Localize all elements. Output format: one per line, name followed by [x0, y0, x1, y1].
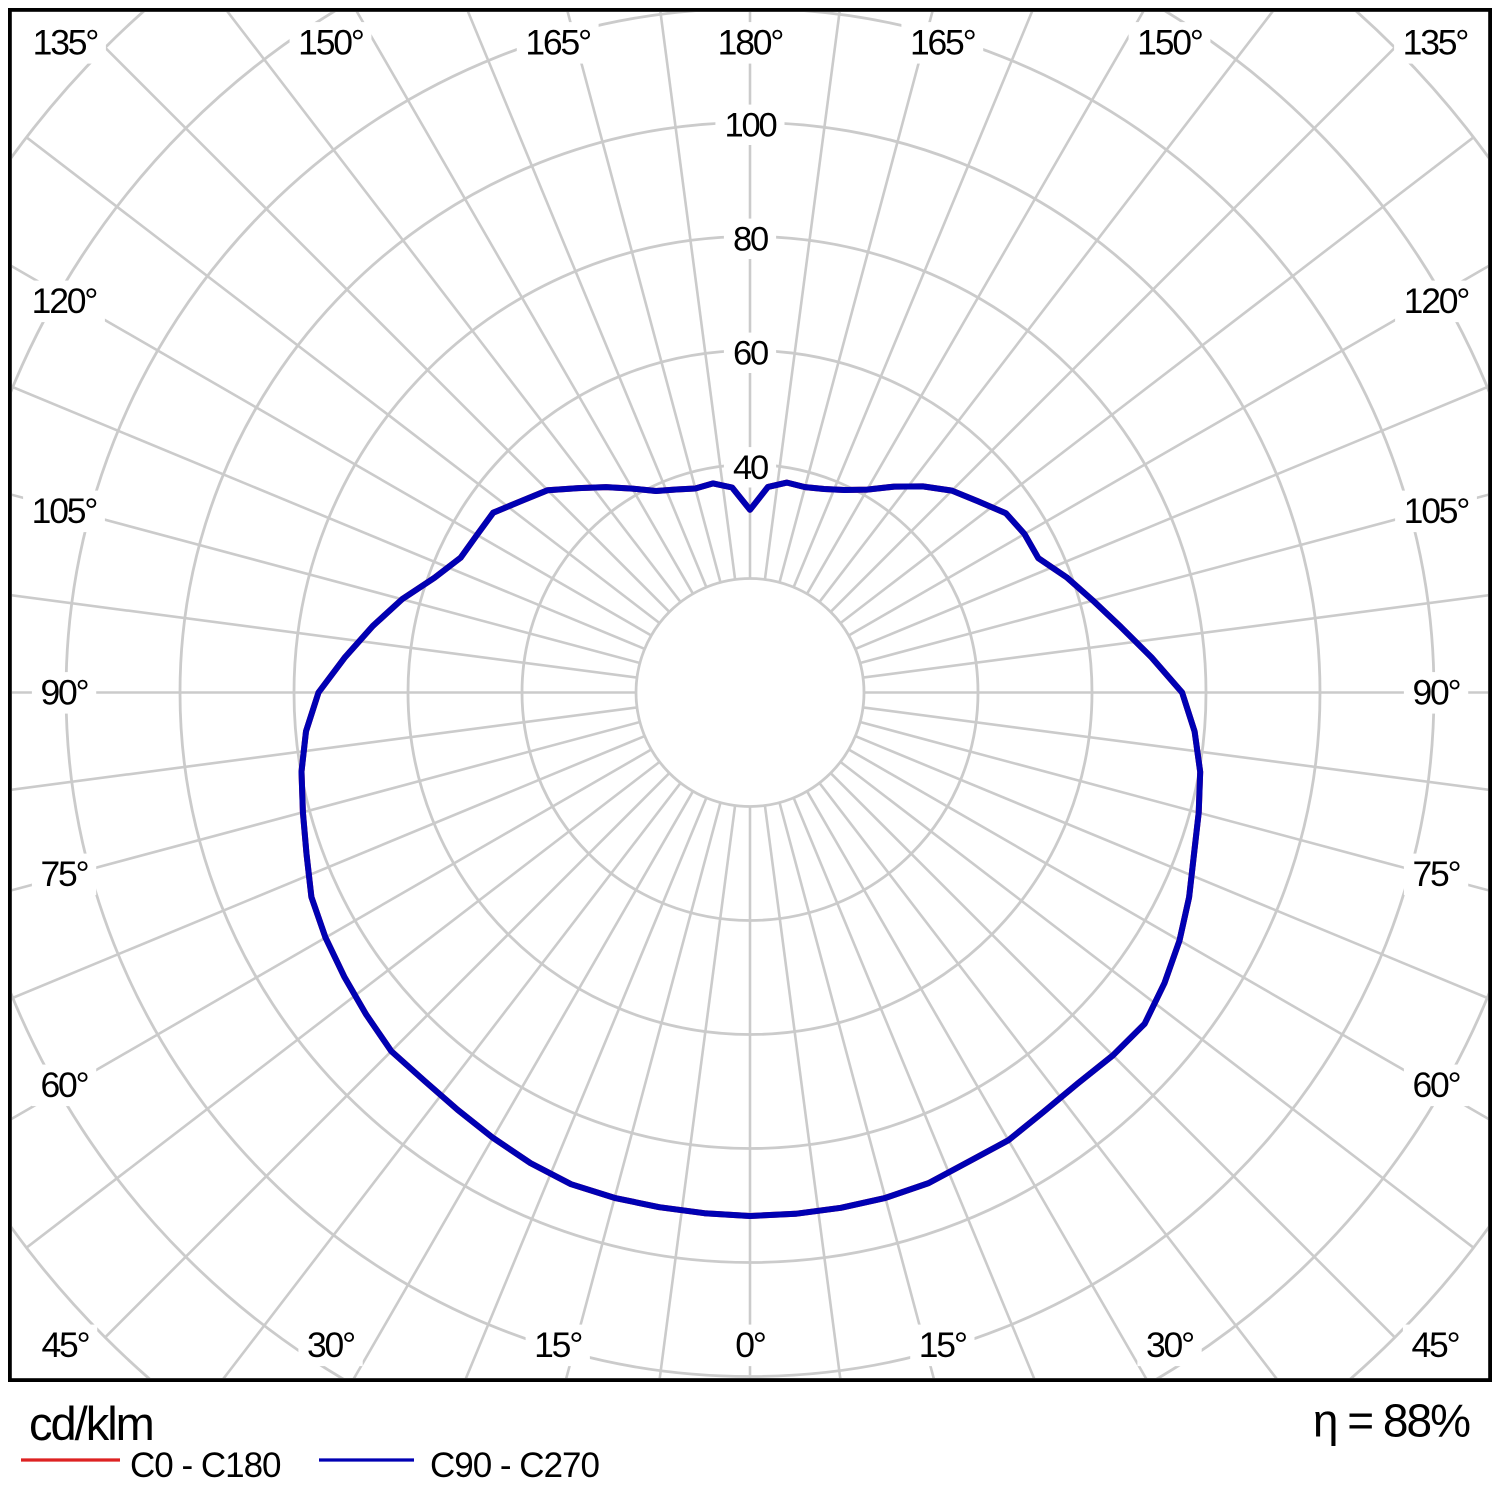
- svg-text:80: 80: [733, 220, 768, 258]
- svg-text:0°: 0°: [735, 1325, 766, 1365]
- svg-text:120°: 120°: [32, 281, 98, 321]
- svg-text:90°: 90°: [1412, 673, 1460, 713]
- svg-text:15°: 15°: [919, 1325, 967, 1365]
- svg-text:100: 100: [725, 106, 777, 144]
- svg-text:60°: 60°: [40, 1065, 88, 1105]
- svg-text:105°: 105°: [32, 491, 98, 531]
- svg-text:90°: 90°: [40, 673, 88, 713]
- svg-text:cd/klm: cd/klm: [29, 1397, 153, 1450]
- svg-text:75°: 75°: [1412, 854, 1460, 894]
- svg-text:105°: 105°: [1404, 491, 1470, 531]
- svg-text:60: 60: [733, 334, 768, 372]
- svg-text:165°: 165°: [910, 23, 976, 63]
- svg-text:135°: 135°: [1403, 23, 1469, 63]
- svg-text:C0 - C180: C0 - C180: [130, 1446, 281, 1485]
- svg-text:40: 40: [733, 449, 768, 487]
- svg-text:60°: 60°: [1412, 1065, 1460, 1105]
- svg-text:150°: 150°: [298, 23, 364, 63]
- svg-text:75°: 75°: [40, 854, 88, 894]
- svg-text:30°: 30°: [307, 1325, 355, 1365]
- svg-text:45°: 45°: [1411, 1325, 1459, 1365]
- svg-text:135°: 135°: [33, 23, 99, 63]
- svg-text:30°: 30°: [1146, 1325, 1194, 1365]
- svg-text:15°: 15°: [534, 1325, 582, 1365]
- svg-text:150°: 150°: [1137, 23, 1203, 63]
- svg-text:45°: 45°: [41, 1325, 89, 1365]
- svg-text:180°: 180°: [718, 23, 784, 63]
- svg-text:165°: 165°: [525, 23, 591, 63]
- svg-text:η = 88%: η = 88%: [1313, 1395, 1470, 1447]
- svg-text:C90 - C270: C90 - C270: [430, 1446, 600, 1485]
- svg-text:120°: 120°: [1404, 281, 1470, 321]
